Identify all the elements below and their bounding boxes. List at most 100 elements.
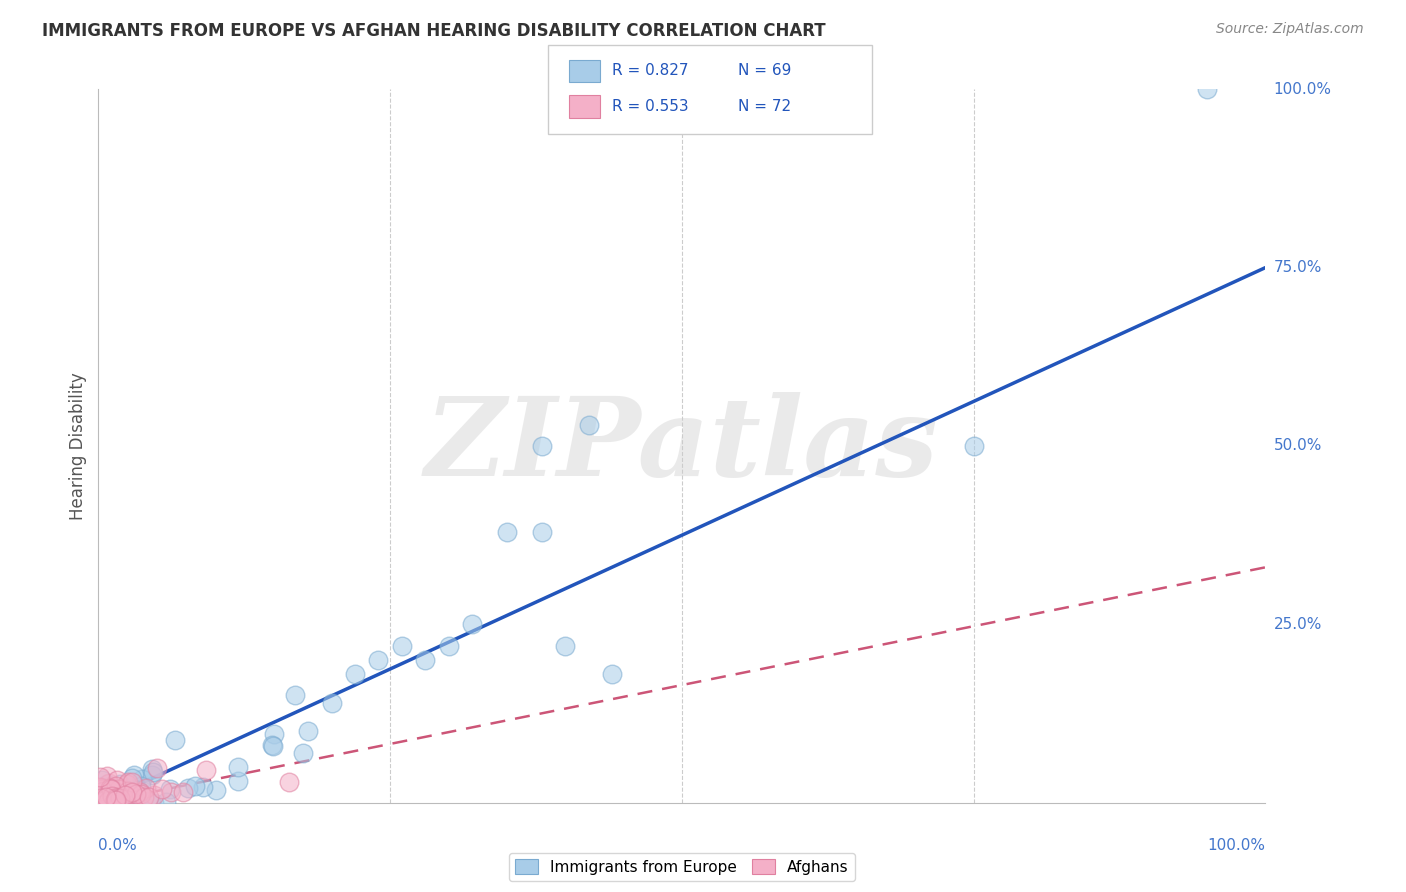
Point	[90, 790, 112, 805]
Point	[89, 795, 111, 809]
Text: 0.0%: 0.0%	[98, 838, 138, 854]
Point	[104, 793, 127, 807]
Point	[101, 789, 124, 804]
Point	[530, 439, 553, 453]
Point	[150, 782, 173, 797]
Point	[131, 787, 153, 801]
Point	[600, 667, 623, 681]
Point	[90, 796, 112, 810]
Point	[120, 787, 142, 801]
Point	[105, 773, 128, 788]
Point	[97, 790, 120, 805]
Text: 75.0%: 75.0%	[1274, 260, 1322, 275]
Point	[142, 789, 165, 803]
Point	[146, 761, 169, 775]
Point	[93, 791, 115, 805]
Point	[100, 779, 122, 793]
Text: R = 0.553: R = 0.553	[612, 99, 688, 113]
Point	[530, 524, 553, 539]
Point	[96, 793, 118, 807]
Point	[89, 791, 111, 805]
Point	[100, 782, 122, 797]
Point	[98, 784, 121, 798]
Point	[260, 738, 283, 752]
Point	[278, 774, 301, 789]
Point	[117, 784, 139, 798]
Point	[284, 688, 307, 702]
Point	[121, 785, 143, 799]
Point	[103, 793, 125, 807]
Point	[110, 782, 132, 797]
Point	[101, 794, 124, 808]
Point	[91, 784, 114, 798]
Point	[104, 796, 127, 810]
Point	[94, 780, 117, 795]
Point	[93, 788, 115, 802]
Point	[94, 789, 117, 804]
Point	[98, 781, 121, 796]
Point	[263, 726, 285, 740]
Point	[121, 775, 143, 789]
Point	[554, 639, 576, 653]
Point	[139, 795, 162, 809]
Point	[129, 785, 152, 799]
Point	[228, 760, 250, 774]
Point	[100, 781, 122, 796]
Point	[120, 789, 142, 803]
Point	[228, 774, 250, 789]
Point	[97, 782, 120, 797]
Point	[89, 794, 111, 808]
Point	[96, 769, 118, 783]
Point	[962, 439, 984, 453]
Point	[172, 785, 194, 799]
Point	[90, 790, 112, 805]
Point	[108, 776, 131, 790]
Point	[114, 796, 136, 810]
Point	[89, 781, 111, 796]
Point	[98, 789, 121, 803]
Point	[262, 739, 284, 753]
Point	[108, 795, 131, 809]
Text: N = 72: N = 72	[738, 99, 792, 113]
Point	[297, 724, 319, 739]
Point	[159, 781, 181, 796]
Point	[135, 780, 157, 795]
Point	[367, 653, 389, 667]
Point	[90, 796, 112, 810]
Point	[160, 785, 183, 799]
Text: 100.0%: 100.0%	[1208, 838, 1265, 854]
Point	[94, 789, 117, 803]
Point	[103, 788, 125, 802]
Point	[89, 780, 111, 794]
Text: 100.0%: 100.0%	[1274, 82, 1331, 96]
Point	[114, 793, 136, 807]
Point	[138, 789, 160, 804]
Point	[108, 782, 131, 797]
Point	[91, 795, 114, 809]
Point	[122, 786, 145, 800]
Text: 25.0%: 25.0%	[1274, 617, 1322, 632]
Point	[125, 787, 148, 801]
Point	[89, 793, 111, 807]
Point	[105, 790, 128, 805]
Point	[204, 782, 226, 797]
Text: R = 0.827: R = 0.827	[612, 63, 688, 78]
Point	[413, 653, 436, 667]
Point	[121, 771, 143, 785]
Point	[98, 780, 121, 795]
Point	[131, 772, 153, 786]
Text: N = 69: N = 69	[738, 63, 792, 78]
Point	[142, 796, 165, 810]
Point	[98, 776, 121, 790]
Text: 50.0%: 50.0%	[1274, 439, 1322, 453]
Y-axis label: Hearing Disability: Hearing Disability	[69, 372, 87, 520]
Point	[104, 790, 127, 805]
Text: Source: ZipAtlas.com: Source: ZipAtlas.com	[1216, 22, 1364, 37]
Point	[101, 783, 124, 797]
Point	[93, 795, 115, 809]
Point	[495, 524, 517, 539]
Point	[107, 792, 129, 806]
Point	[291, 746, 314, 760]
Point	[90, 781, 112, 796]
Point	[134, 789, 156, 804]
